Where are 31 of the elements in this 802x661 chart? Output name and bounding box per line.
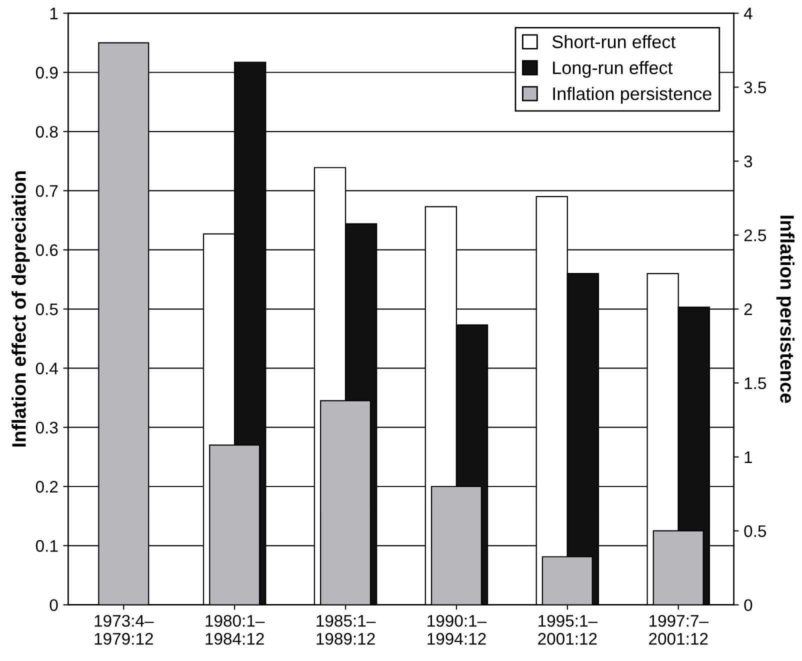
y-tick-label: 0.4	[36, 362, 58, 374]
y2-tick-label: 4	[744, 8, 752, 20]
legend-label: Long-run effect	[553, 60, 673, 78]
x-tick-label: 1997:7– 2001:12	[649, 614, 708, 645]
y2-tick-label: 1	[744, 451, 752, 463]
x-tick-label: 1995:1– 2001:12	[538, 614, 598, 645]
y2-tick-label: 3.5	[744, 82, 766, 94]
y-tick-label: 0.5	[36, 303, 58, 316]
x-tick-label: 1973:4– 1979:12	[94, 614, 154, 645]
x-tick-label: 1990:1– 1994:12	[428, 614, 487, 645]
y-tick-label: 0.8	[36, 126, 58, 138]
y-tick-label: 0.3	[36, 422, 58, 434]
y2-tick-label: 3	[744, 156, 752, 168]
y-tick-label: 0.2	[36, 480, 58, 493]
x-tick-label: 1985:1– 1989:12	[316, 614, 376, 645]
y2-tick-label: 0.5	[744, 525, 766, 538]
y2-tick-label: 1.5	[744, 378, 766, 390]
y-tick-label: 1	[50, 8, 58, 20]
legend-label: Short-run effect	[552, 34, 676, 48]
y2-tick-label: 2.5	[744, 229, 766, 242]
y-axis-title: Inflation effect of depreciation	[12, 171, 30, 447]
y-tick-label: 0.1	[36, 540, 58, 552]
y-tick-label: 0	[50, 599, 58, 612]
x-tick-label: 1980:1– 1984:12	[206, 614, 265, 645]
y2-axis-title: Inflation persistence	[776, 216, 794, 403]
y-tick-label: 0.7	[36, 185, 58, 197]
legend-label: Inflation persistence	[553, 86, 712, 104]
y2-tick-label: 2	[744, 303, 752, 316]
y2-tick-label: 0	[744, 599, 752, 612]
y-tick-label: 0.6	[36, 244, 58, 256]
y-tick-label: 0.9	[36, 66, 58, 79]
